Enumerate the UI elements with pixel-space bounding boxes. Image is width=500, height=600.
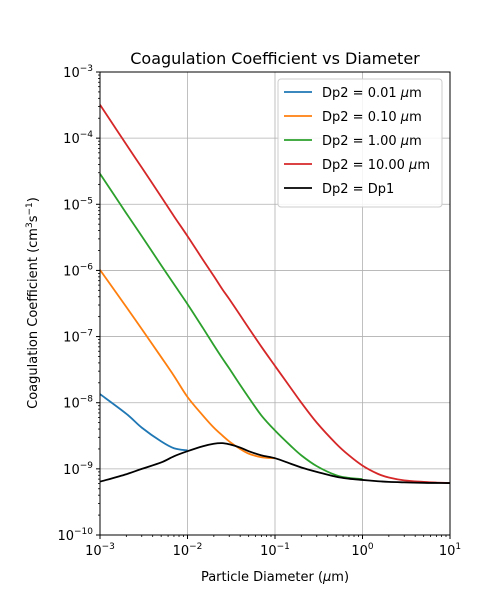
x-tick-label-1-exp: −2: [189, 542, 202, 552]
legend-label-mu: μ: [400, 86, 409, 101]
y-tick-label-2-base: 10: [63, 397, 80, 412]
chart-title: Coagulation Coefficient vs Diameter: [130, 49, 420, 68]
x-tick-label-1-base: 10: [173, 544, 190, 559]
y-tick-label-4-exp: −6: [80, 262, 94, 272]
legend-label: Dp2 = 0.01 μm: [322, 86, 422, 101]
x-tick-label-0-exp: −3: [102, 542, 115, 552]
y-tick-label-7: 10−3: [63, 64, 93, 81]
x-axis-label: Particle Diameter (μm): [201, 570, 349, 585]
x-tick-label-4: 101: [439, 542, 461, 559]
x-tick-label-3-exp: 0: [368, 542, 374, 552]
legend-label-mu: μ: [408, 158, 417, 173]
y-axis-label-suffix: ): [26, 197, 41, 202]
x-tick-label-4-base: 10: [439, 544, 456, 559]
legend-label-prefix: Dp2 = 10.00: [322, 158, 409, 173]
x-tick-label-0-base: 10: [85, 544, 102, 559]
x-axis-label-mu: μ: [322, 570, 331, 585]
y-tick-label-4: 10−6: [63, 262, 93, 279]
y-tick-label-0-exp: −10: [74, 527, 93, 537]
legend-label-suffix: m: [417, 158, 430, 173]
y-tick-label-3: 10−7: [63, 329, 93, 346]
legend-label-suffix: m: [409, 110, 422, 125]
legend-label: Dp2 = 0.10 μm: [322, 110, 422, 125]
y-axis-label: Coagulation Coefficient (cm3s−1): [25, 197, 41, 409]
x-tick-label-4-exp: 1: [455, 542, 461, 552]
y-axis-label-exp2: −1: [25, 202, 35, 215]
y-tick-label-1-base: 10: [63, 463, 80, 478]
legend-label-prefix: Dp2 = 0.01: [322, 86, 401, 101]
legend-label-mu: μ: [400, 134, 409, 149]
legend-label-prefix: Dp2 = 1.00: [322, 134, 401, 149]
x-tick-label-2-base: 10: [260, 544, 277, 559]
x-tick-label-3: 100: [351, 542, 374, 559]
legend-label: Dp2 = 10.00 μm: [322, 158, 430, 173]
y-tick-label-5-base: 10: [63, 198, 80, 213]
x-tick-label-0: 10−3: [85, 542, 115, 559]
y-tick-label-6-exp: −4: [80, 130, 94, 140]
y-tick-label-0: 10−10: [57, 527, 93, 544]
x-axis-label-suffix: m): [331, 570, 349, 585]
y-tick-label-4-base: 10: [63, 264, 80, 279]
y-axis-label-prefix: Coagulation Coefficient (cm: [26, 228, 41, 409]
x-tick-label-3-base: 10: [351, 544, 368, 559]
x-axis-label-prefix: Particle Diameter (: [201, 570, 323, 585]
y-tick-label-3-base: 10: [63, 331, 80, 346]
legend-label: Dp2 = 1.00 μm: [322, 134, 422, 149]
y-tick-label-1-exp: −9: [80, 461, 94, 471]
x-tick-label-2-exp: −1: [277, 542, 290, 552]
legend-label-suffix: m: [409, 134, 422, 149]
x-tick-label-2: 10−1: [260, 542, 290, 559]
y-tick-label-5-exp: −5: [80, 196, 93, 206]
y-tick-label-7-base: 10: [63, 66, 80, 81]
legend-label-mu: μ: [400, 110, 409, 125]
y-tick-label-2-exp: −8: [80, 395, 94, 405]
y-tick-label-5: 10−5: [63, 196, 93, 213]
y-tick-label-6: 10−4: [63, 130, 93, 147]
y-tick-label-6-base: 10: [63, 132, 80, 147]
legend-label-suffix: m: [409, 86, 422, 101]
x-tick-label-1: 10−2: [173, 542, 203, 559]
y-tick-label-7-exp: −3: [80, 64, 93, 74]
legend-label-prefix: Dp2 = 0.10: [322, 110, 401, 125]
legend-label: Dp2 = Dp1: [322, 182, 394, 197]
legend-label-prefix: Dp2 = Dp1: [322, 182, 394, 197]
y-tick-label-3-exp: −7: [80, 329, 93, 339]
y-tick-label-0-base: 10: [57, 529, 74, 544]
y-tick-label-1: 10−9: [63, 461, 93, 478]
y-tick-label-2: 10−8: [63, 395, 93, 412]
